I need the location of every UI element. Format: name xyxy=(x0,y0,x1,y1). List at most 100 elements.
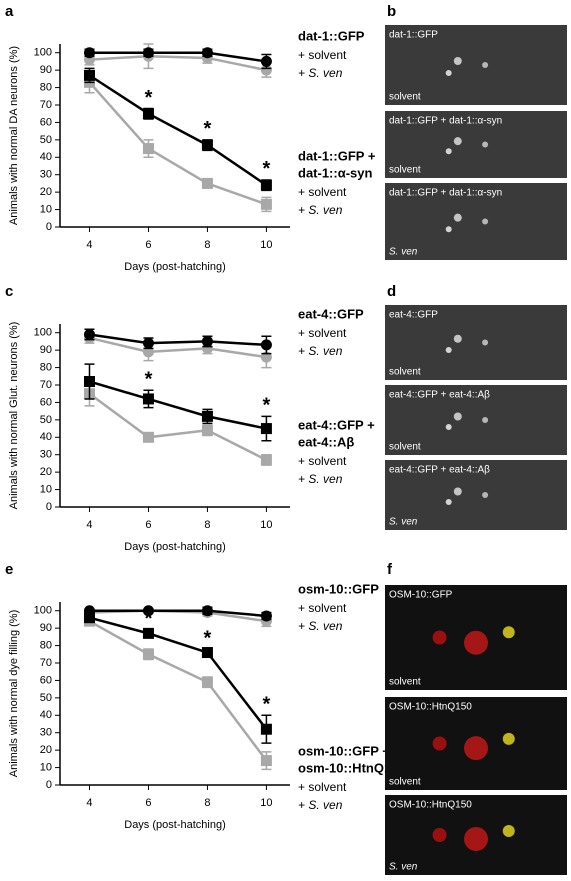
y-tick-label: 0 xyxy=(46,221,52,233)
marker xyxy=(201,424,213,436)
frame-label: dat-1::GFP + dat-1::α-syn xyxy=(389,188,502,199)
y-tick-label: 80 xyxy=(40,81,52,93)
group-label: osm-10::GFP xyxy=(298,581,379,596)
micrograph xyxy=(385,305,567,380)
x-axis-label: Days (post-hatching) xyxy=(124,819,226,831)
marker xyxy=(201,676,213,688)
signal xyxy=(502,732,515,745)
marker xyxy=(142,648,154,660)
signal xyxy=(464,827,488,851)
marker xyxy=(260,610,272,622)
frame-label: dat-1::GFP xyxy=(389,30,438,41)
series-line xyxy=(88,74,268,187)
marker xyxy=(142,108,154,120)
signal xyxy=(453,412,462,421)
group-label: dat-1::α-syn xyxy=(298,165,372,180)
marker xyxy=(201,335,213,347)
panel-letter: c xyxy=(5,283,13,300)
signal xyxy=(482,339,489,346)
signal xyxy=(464,630,488,655)
legend-label: + solvent xyxy=(298,48,347,62)
frame-condition: S. ven xyxy=(389,247,418,258)
signal xyxy=(432,630,447,645)
series xyxy=(83,43,272,78)
series-line xyxy=(89,51,267,63)
marker xyxy=(201,647,213,659)
frame-condition: S. ven xyxy=(389,517,418,528)
x-tick-label: 4 xyxy=(86,519,92,531)
significance-star: * xyxy=(145,608,153,630)
frame-label: eat-4::GFP xyxy=(389,310,438,321)
x-tick-label: 10 xyxy=(260,797,272,809)
signal xyxy=(453,213,462,222)
group-label: eat-4::GFP xyxy=(298,306,364,321)
series-line xyxy=(89,54,267,72)
significance-star: * xyxy=(145,87,153,109)
signal xyxy=(432,828,447,842)
series-line xyxy=(88,392,267,462)
group-label: osm-10::HtnQ150 xyxy=(298,760,406,775)
marker xyxy=(260,755,272,767)
marker xyxy=(142,393,154,405)
x-tick-label: 4 xyxy=(86,797,92,809)
series-line xyxy=(89,616,268,730)
series-line xyxy=(89,609,267,618)
y-tick-label: 100 xyxy=(34,605,52,617)
micrograph xyxy=(385,111,567,178)
marker xyxy=(201,410,213,422)
y-tick-label: 20 xyxy=(40,744,52,756)
signal xyxy=(445,70,452,76)
series-line xyxy=(89,609,267,623)
frame-label: OSM-10::HtnQ150 xyxy=(389,702,472,713)
panel-letter: d xyxy=(387,283,396,300)
legend-label: + S. ven xyxy=(298,203,343,217)
signal xyxy=(482,62,489,68)
x-tick-label: 8 xyxy=(204,519,210,531)
x-tick-label: 6 xyxy=(145,239,151,251)
series xyxy=(83,71,272,213)
y-tick-label: 10 xyxy=(40,483,52,495)
marker xyxy=(260,64,272,76)
marker xyxy=(142,431,154,443)
x-tick-label: 8 xyxy=(204,797,210,809)
panel-letter: e xyxy=(5,561,13,578)
legend-label: + S. ven xyxy=(298,798,343,812)
marker xyxy=(83,612,95,624)
series xyxy=(83,328,272,355)
legend-label: + S. ven xyxy=(298,472,343,486)
signal xyxy=(464,736,488,761)
y-tick-label: 0 xyxy=(46,779,52,791)
frame-label: OSM-10::HtnQ150 xyxy=(389,800,472,811)
panel-letter: b xyxy=(387,3,396,20)
micrograph xyxy=(385,460,567,530)
micrograph xyxy=(385,25,567,105)
y-tick-label: 20 xyxy=(40,466,52,478)
y-tick-label: 10 xyxy=(40,203,52,215)
x-tick-label: 8 xyxy=(204,239,210,251)
y-tick-label: 90 xyxy=(40,344,52,356)
series xyxy=(83,67,272,192)
frame-condition: solvent xyxy=(389,677,421,688)
y-axis-label: Animals with normal dye filling (%) xyxy=(8,610,20,778)
micrograph xyxy=(385,385,567,455)
y-tick-label: 80 xyxy=(40,639,52,651)
group-label: eat-4::Aβ xyxy=(298,434,354,449)
y-tick-label: 10 xyxy=(40,761,52,773)
legend-label: + solvent xyxy=(298,454,347,468)
frame-condition: solvent xyxy=(389,777,421,788)
marker xyxy=(83,328,95,340)
frame-condition: solvent xyxy=(389,367,421,378)
marker xyxy=(142,605,154,617)
y-tick-label: 20 xyxy=(40,186,52,198)
signal xyxy=(453,487,462,496)
significance-star: * xyxy=(145,369,153,391)
marker xyxy=(260,55,272,67)
y-tick-label: 60 xyxy=(40,116,52,128)
signal xyxy=(502,626,515,639)
group-label: dat-1::GFP + xyxy=(298,148,376,163)
signal xyxy=(445,424,452,430)
y-tick-label: 80 xyxy=(40,361,52,373)
significance-star: * xyxy=(263,395,271,417)
signal xyxy=(482,492,489,498)
